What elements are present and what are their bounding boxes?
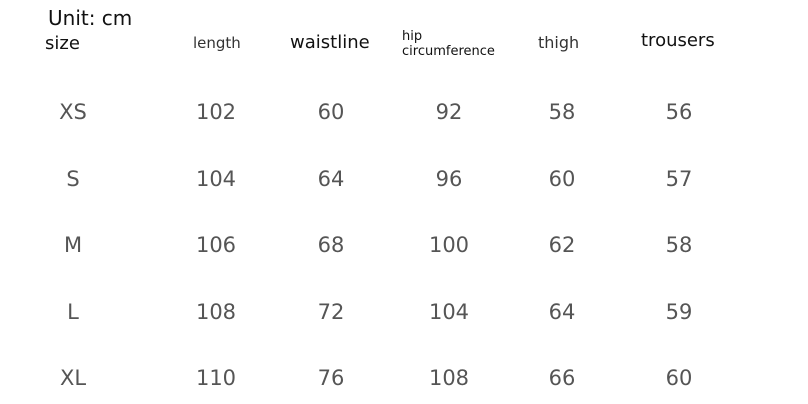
cell-thigh: 62: [548, 233, 576, 257]
cell-thigh: 58: [548, 100, 576, 124]
cell-size: XS: [59, 100, 87, 124]
cell-size: M: [63, 233, 83, 257]
header-hip-line1: hip: [402, 29, 423, 44]
cell-length: 110: [195, 366, 237, 390]
cell-trousers: 58: [665, 233, 693, 257]
cell-size: L: [67, 300, 79, 324]
cell-trousers: 56: [665, 100, 693, 124]
cell-trousers: 60: [665, 366, 693, 390]
header-thigh: thigh: [538, 33, 580, 52]
cell-waistline: 64: [317, 167, 345, 191]
cell-waistline: 72: [317, 300, 345, 324]
cell-hip-circumference: 96: [435, 167, 463, 191]
unit-label: Unit: cm: [48, 6, 133, 30]
cell-trousers: 57: [665, 167, 693, 191]
cell-thigh: 66: [548, 366, 576, 390]
cell-trousers: 59: [665, 300, 693, 324]
cell-hip-circumference: 92: [435, 100, 463, 124]
cell-waistline: 76: [317, 366, 345, 390]
cell-length: 106: [195, 233, 237, 257]
cell-length: 102: [195, 100, 237, 124]
header-size: size: [45, 33, 80, 54]
cell-hip-circumference: 108: [428, 366, 470, 390]
cell-thigh: 64: [548, 300, 576, 324]
cell-waistline: 68: [317, 233, 345, 257]
header-trousers: trousers: [641, 30, 715, 51]
cell-size: XL: [59, 366, 87, 390]
cell-size: S: [66, 167, 80, 191]
header-waistline: waistline: [290, 32, 370, 53]
header-length: length: [193, 34, 241, 52]
cell-length: 104: [195, 167, 237, 191]
cell-waistline: 60: [317, 100, 345, 124]
cell-hip-circumference: 100: [428, 233, 470, 257]
cell-thigh: 60: [548, 167, 576, 191]
header-hip-line2: circumference: [402, 44, 495, 59]
cell-hip-circumference: 104: [428, 300, 470, 324]
cell-length: 108: [195, 300, 237, 324]
